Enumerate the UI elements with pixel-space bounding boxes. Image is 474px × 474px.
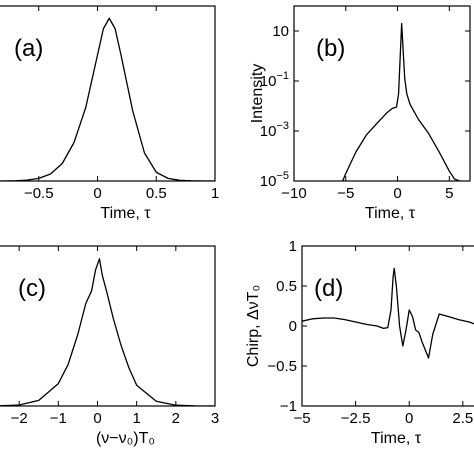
series-line-b [342,22,460,181]
x-tick-label: 1 [132,410,140,427]
x-tick-label: −0.5 [24,185,54,202]
panel-d: −5 −2.5 0 2.5 −1 −0.5 0 0.5 1 (d) Time, τ Chirp, Δν… [245,238,474,447]
x-tick-label: 0.5 [146,185,167,202]
plot-frame-b [293,5,471,182]
x-tick-label: −2.5 [341,410,371,427]
x-tick-label: 3 [211,410,219,427]
y-tick-label: −0.5 [267,358,297,375]
series-line-c [0,258,215,406]
y-tick-label: 1 [289,238,297,255]
x-tick-label: −1 [50,410,67,427]
panel-b: −10 −5 0 5 10−5 10−3 10−1 10 (b) Time, τ Intensity [249,5,471,222]
x-axis-label-c: (ν−ν₀)T₀ [96,430,155,447]
y-tick-label: 10 [272,23,289,40]
panel-label-c: (c) [18,275,46,302]
x-tick-label: 0 [93,185,101,202]
series-line-a [0,17,215,181]
x-tick-label: −10 [281,185,306,202]
y-tick-label: 10−3 [260,120,289,140]
x-tick-label: 5 [445,185,453,202]
x-tick-label: 2 [172,410,180,427]
x-tick-label: −5 [293,410,310,427]
x-tick-label: 0 [405,410,413,427]
x-tick-label: −5 [337,185,354,202]
panel-label-d: (d) [314,275,343,302]
panel-label-a: (a) [14,35,43,62]
x-axis-label-b: Time, τ [365,205,416,222]
y-tick-label: 0.5 [276,278,297,295]
x-axis-label-d: Time, τ [371,430,422,447]
x-tick-label: 2.5 [452,410,473,427]
plot-frame-a [0,5,216,182]
panel-label-b: (b) [316,35,345,62]
y-tick-label: −1 [280,398,297,415]
x-axis-label-a: Time, τ [100,205,151,222]
x-tick-label: 0 [93,410,101,427]
y-axis-label-b: Intensity [249,64,266,124]
x-tick-label: −2 [11,410,28,427]
y-tick-label: 0 [289,318,297,335]
panel-a: −1−0.500.51(a)Time, τ [0,5,219,222]
series-line-d [302,267,474,359]
y-axis-label-d: Chirp, ΔνT₀ [245,285,262,367]
plot-frame-c [0,245,216,407]
x-tick-label: 1 [211,185,219,202]
y-tick-label: 10−1 [260,70,289,90]
x-tick-label: 0 [393,185,401,202]
y-tick-label: 10−5 [260,170,289,190]
